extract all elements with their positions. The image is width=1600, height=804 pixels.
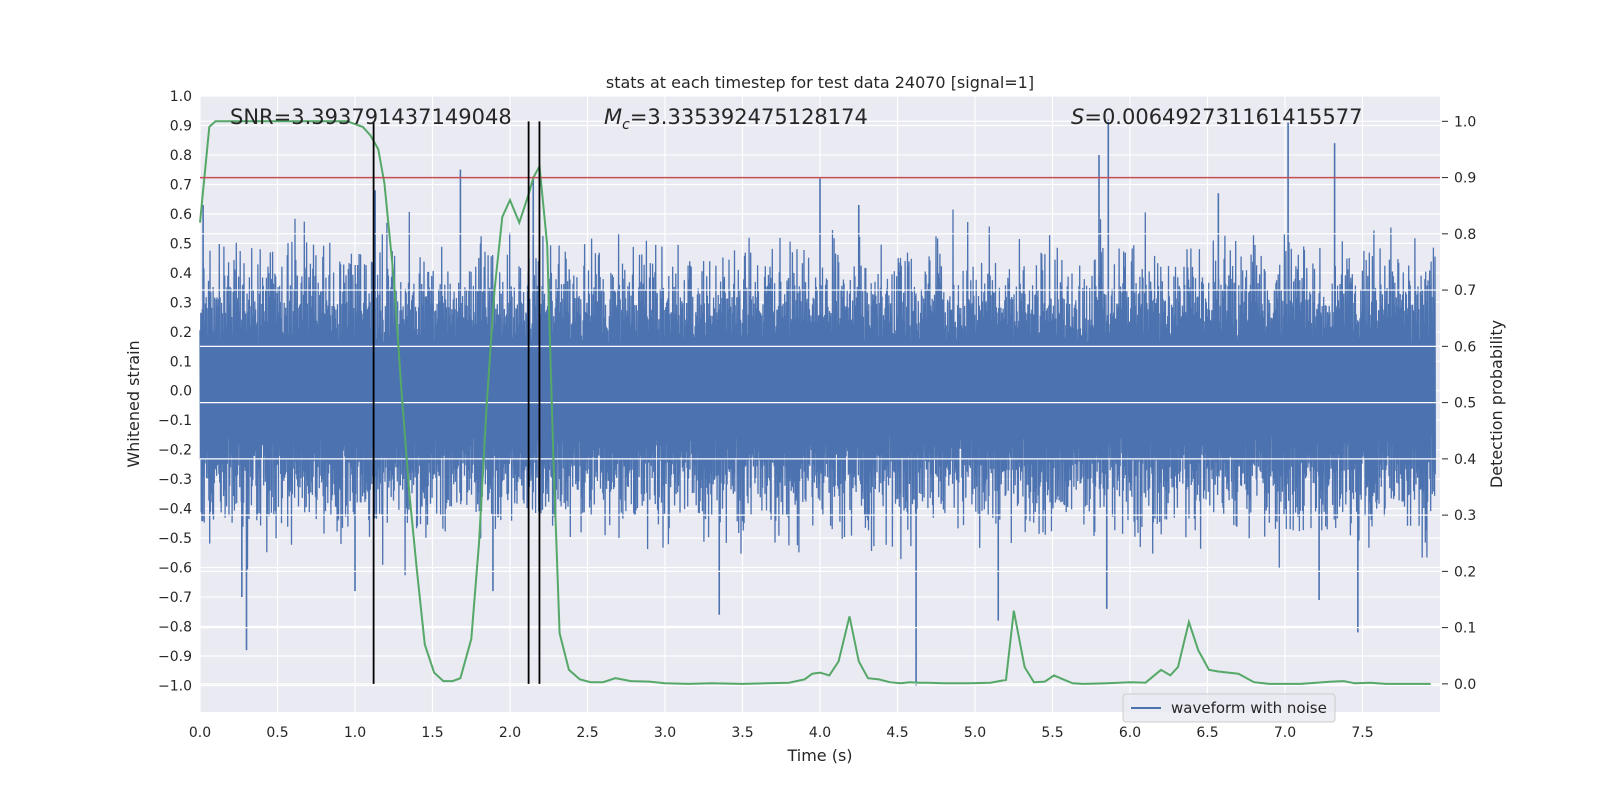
chart-title: stats at each timestep for test data 240… [606,73,1034,92]
chirp-mass-value: =3.335392475128174 [630,105,868,129]
y-tick-label: −0.2 [158,443,192,459]
x-tick-labels: 0.0 0.5 1.0 1.5 2.0 2.5 3.0 3.5 4.0 4.5 5.0 5.5 6.0 6… [189,725,1374,741]
y-tick-label: −0.8 [158,620,192,636]
y2-tick-label: 0.3 [1454,508,1476,524]
y-tick-label: 0.1 [170,354,192,370]
x-tick-label: 5.0 [964,725,986,741]
y-tick-label: −0.1 [158,413,192,429]
x-tick-label: 7.0 [1274,725,1296,741]
x-axis-label: Time (s) [786,746,852,765]
y-tick-label: 0.0 [170,384,192,400]
y-tick-label: −0.7 [158,590,192,606]
x-tick-label: 2.0 [499,725,521,741]
y2-tick-label: 0.5 [1454,396,1476,412]
y2-tick-label: 1.0 [1454,114,1476,130]
x-tick-label: 6.5 [1196,725,1218,741]
y-tick-label: 0.3 [170,295,192,311]
y2-tick-labels: 1.0 0.9 0.8 0.7 0.6 0.5 0.4 0.3 0.2 0.1 0.0 [1442,114,1476,693]
y-tick-label: 0.2 [170,325,192,341]
x-tick-label: 0.5 [266,725,288,741]
x-tick-label: 3.0 [654,725,676,741]
y2-tick-label: 0.8 [1454,227,1476,243]
y2-tick-label: 0.6 [1454,339,1476,355]
y-tick-label: −0.9 [158,649,192,665]
x-tick-label: 5.5 [1041,725,1063,741]
statistic-annotation: S=0.006492731161415577 [1071,105,1362,129]
chirp-mass-symbol: M [604,105,622,129]
y-tick-label: 0.5 [170,236,192,252]
y-tick-label: 0.9 [170,118,192,134]
x-tick-label: 1.0 [344,725,366,741]
y-tick-label: −0.5 [158,531,192,547]
snr-annotation: SNR=3.393791437149048 [230,105,512,129]
y-tick-label: −1.0 [158,678,192,694]
chirp-mass-annotation: Mc=3.335392475128174 [604,105,868,133]
chirp-mass-subscript: c [622,117,630,133]
y2-axis-label: Detection probability [1487,320,1506,488]
y2-tick-label: 0.1 [1454,621,1476,637]
y-tick-label: −0.3 [158,472,192,488]
probability-series [199,120,1431,685]
x-tick-label: 4.5 [886,725,908,741]
y-tick-label: 1.0 [170,89,192,105]
y-tick-label: −0.6 [158,561,192,577]
y-tick-label: 0.4 [170,266,192,282]
legend: waveform with noise [1122,693,1336,723]
y2-tick-label: 0.0 [1454,677,1476,693]
y-tick-label: 0.8 [170,148,192,164]
x-tick-label: 2.5 [576,725,598,741]
x-tick-label: 0.0 [189,725,211,741]
y-tick-label: 0.7 [170,177,192,193]
y2-tick-label: 0.2 [1454,564,1476,580]
probability-line [199,120,1431,685]
x-tick-label: 6.0 [1119,725,1141,741]
x-tick-label: 3.5 [731,725,753,741]
x-tick-label: 1.5 [421,725,443,741]
legend-box [1122,693,1336,723]
legend-label-waveform: waveform with noise [1171,699,1327,717]
y2-tick-label: 0.7 [1454,283,1476,299]
y-tick-label: −0.4 [158,502,192,518]
y-tick-label: 0.6 [170,207,192,223]
y2-tick-label: 0.9 [1454,171,1476,187]
y2-tick-label: 0.4 [1454,452,1476,468]
y-axis-label: Whitened strain [124,340,143,467]
statistic-value: =0.006492731161415577 [1084,105,1362,129]
x-tick-label: 4.0 [809,725,831,741]
x-tick-label: 7.5 [1351,725,1373,741]
markers-layer [200,121,1440,684]
y-tick-labels: 1.0 0.9 0.8 0.7 0.6 0.5 0.4 0.3 0.2 0.1 0.0 −0.1 −0.… [158,89,192,694]
statistic-symbol: S [1071,105,1084,129]
